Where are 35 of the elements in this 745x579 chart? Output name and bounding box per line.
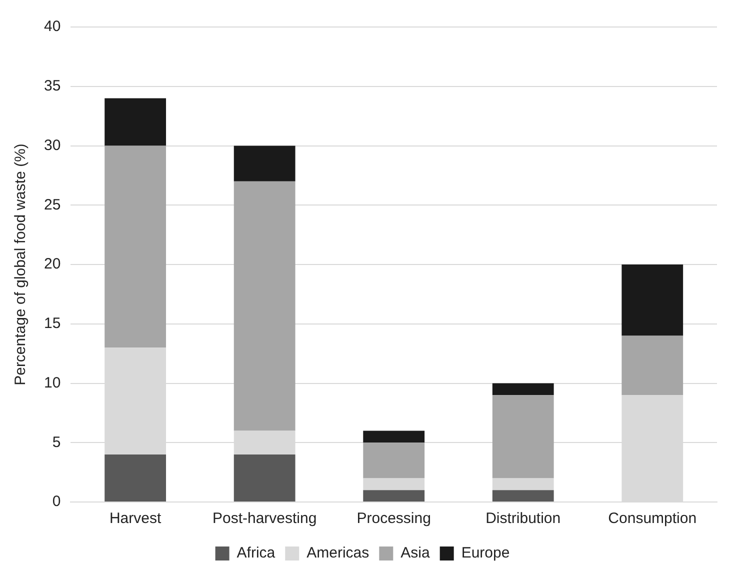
y-tick-label: 20 bbox=[44, 256, 61, 273]
y-tick-label: 10 bbox=[44, 374, 61, 392]
bar bbox=[104, 146, 166, 348]
bar bbox=[622, 336, 684, 396]
bar bbox=[492, 383, 554, 396]
x-tick-label: Post-harvesting bbox=[212, 510, 317, 528]
x-tick-label: Harvest bbox=[109, 510, 162, 528]
y-tick-label: 30 bbox=[44, 136, 61, 154]
y-tick-label: 25 bbox=[44, 196, 61, 214]
legend-label: Europe bbox=[461, 544, 510, 562]
bar bbox=[104, 98, 166, 146]
y-tick-label: 15 bbox=[44, 315, 61, 332]
y-tick-label: 5 bbox=[52, 434, 61, 451]
legend-label: Americas bbox=[306, 544, 370, 562]
y-tick-label: 35 bbox=[44, 78, 61, 95]
legend-label: Asia bbox=[400, 544, 430, 562]
bar bbox=[363, 430, 425, 443]
x-tick-label: Distribution bbox=[486, 510, 561, 528]
bar bbox=[363, 490, 425, 502]
bar bbox=[492, 478, 554, 490]
bar bbox=[363, 478, 425, 490]
bar bbox=[234, 181, 296, 431]
bar bbox=[234, 146, 296, 182]
x-tick-label: Consumption bbox=[608, 510, 697, 528]
legend-label: Africa bbox=[236, 544, 276, 562]
y-axis-title: Percentage of global food waste (%) bbox=[12, 144, 30, 386]
bar bbox=[622, 264, 684, 336]
bar bbox=[363, 442, 425, 478]
bar bbox=[234, 454, 296, 502]
bar bbox=[492, 490, 554, 502]
y-tick-label: 0 bbox=[52, 493, 61, 510]
x-tick-label: Processing bbox=[356, 510, 431, 528]
bar bbox=[492, 395, 554, 478]
bar bbox=[104, 454, 166, 502]
y-tick-label: 40 bbox=[44, 18, 61, 36]
